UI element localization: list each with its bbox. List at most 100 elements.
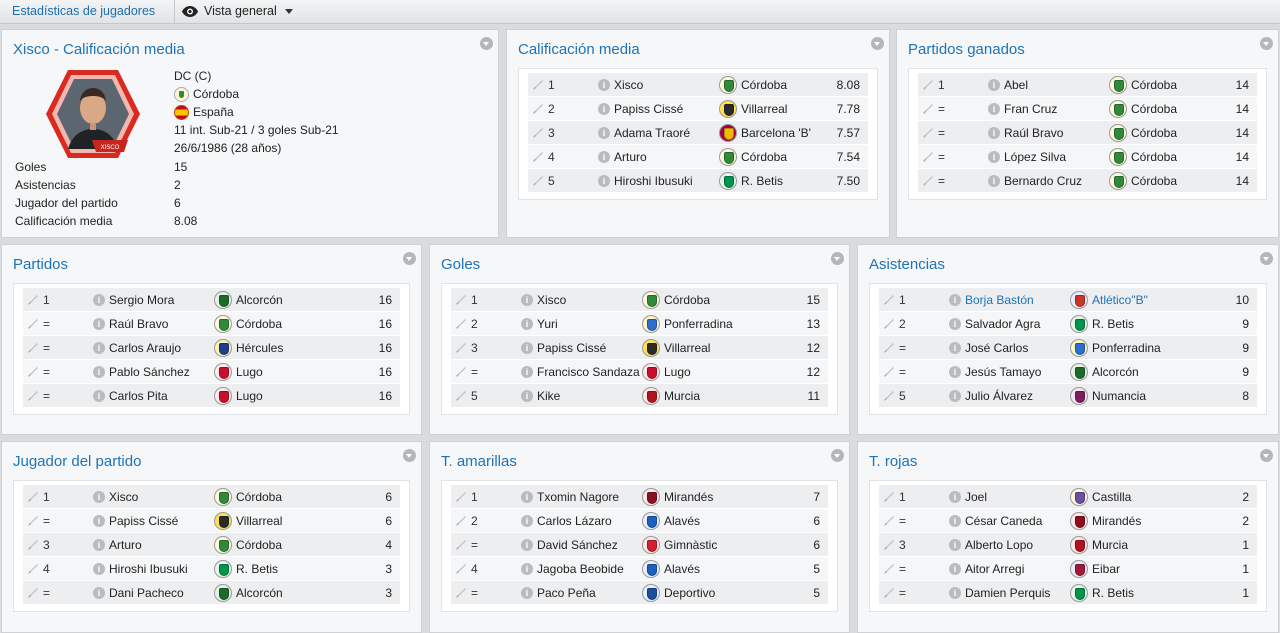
panel-menu-button[interactable] bbox=[403, 449, 416, 462]
ranking-row[interactable]: 4 i Jagoba Beobide Alavés 5 bbox=[451, 557, 828, 581]
player-name[interactable]: Xisco bbox=[537, 293, 567, 307]
compare-checkbox-icon[interactable] bbox=[455, 586, 467, 598]
compare-checkbox-icon[interactable] bbox=[455, 389, 467, 401]
club-name[interactable]: Numancia bbox=[1092, 389, 1147, 403]
compare-checkbox-icon[interactable] bbox=[455, 317, 467, 329]
club-name[interactable]: Murcia bbox=[1092, 538, 1129, 552]
club-name[interactable]: Alcorcón bbox=[1092, 365, 1139, 379]
player-name[interactable]: Bernardo Cruz bbox=[1004, 174, 1083, 188]
club-name[interactable]: Córdoba bbox=[236, 490, 283, 504]
player-name[interactable]: Paco Peña bbox=[537, 586, 596, 600]
compare-checkbox-icon[interactable] bbox=[532, 174, 544, 186]
club-name[interactable]: Alcorcón bbox=[236, 586, 283, 600]
ranking-row[interactable]: 2 i Salvador Agra R. Betis 9 bbox=[879, 312, 1257, 336]
player-name[interactable]: Kike bbox=[537, 389, 561, 403]
player-name[interactable]: Salvador Agra bbox=[965, 317, 1041, 331]
player-name[interactable]: Sergio Mora bbox=[109, 293, 175, 307]
info-icon[interactable]: i bbox=[521, 563, 533, 575]
player-name[interactable]: Joel bbox=[965, 490, 988, 504]
compare-checkbox-icon[interactable] bbox=[455, 341, 467, 353]
info-icon[interactable]: i bbox=[93, 563, 105, 575]
club-name[interactable]: R. Betis bbox=[1092, 586, 1135, 600]
compare-checkbox-icon[interactable] bbox=[532, 126, 544, 138]
compare-checkbox-icon[interactable] bbox=[455, 538, 467, 550]
ranking-row[interactable]: 1 i Txomin Nagore Mirandés 7 bbox=[451, 485, 828, 509]
compare-checkbox-icon[interactable] bbox=[27, 586, 39, 598]
player-club[interactable]: Córdoba bbox=[174, 85, 339, 103]
compare-checkbox-icon[interactable] bbox=[922, 150, 934, 162]
player-name[interactable]: Raúl Bravo bbox=[109, 317, 169, 331]
compare-checkbox-icon[interactable] bbox=[922, 102, 934, 114]
info-icon[interactable]: i bbox=[521, 318, 533, 330]
ranking-row[interactable]: 3 i Arturo Córdoba 4 bbox=[23, 533, 400, 557]
player-name[interactable]: Fran Cruz bbox=[1004, 102, 1058, 116]
compare-checkbox-icon[interactable] bbox=[27, 389, 39, 401]
compare-checkbox-icon[interactable] bbox=[27, 341, 39, 353]
player-name[interactable]: Yuri bbox=[537, 317, 558, 331]
info-icon[interactable]: i bbox=[93, 318, 105, 330]
info-icon[interactable]: i bbox=[93, 390, 105, 402]
info-icon[interactable]: i bbox=[93, 491, 105, 503]
view-selector[interactable]: Vista general bbox=[182, 4, 293, 18]
ranking-row[interactable]: 1 i Xisco Córdoba 15 bbox=[451, 288, 828, 312]
ranking-row[interactable]: = i Pablo Sánchez Lugo 16 bbox=[23, 360, 400, 384]
club-name[interactable]: Murcia bbox=[664, 389, 701, 403]
compare-checkbox-icon[interactable] bbox=[532, 150, 544, 162]
ranking-row[interactable]: 1 i Xisco Córdoba 6 bbox=[23, 485, 400, 509]
compare-checkbox-icon[interactable] bbox=[532, 78, 544, 90]
ranking-row[interactable]: 1 i Sergio Mora Alcorcón 16 bbox=[23, 288, 400, 312]
ranking-row[interactable]: = i Raúl Bravo Córdoba 16 bbox=[23, 312, 400, 336]
player-name[interactable]: Txomin Nagore bbox=[537, 490, 620, 504]
player-name[interactable]: Carlos Pita bbox=[109, 389, 168, 403]
club-name[interactable]: Córdoba bbox=[664, 293, 711, 307]
compare-checkbox-icon[interactable] bbox=[455, 514, 467, 526]
player-name[interactable]: Raúl Bravo bbox=[1004, 126, 1064, 140]
info-icon[interactable]: i bbox=[988, 79, 1000, 91]
club-name[interactable]: Córdoba bbox=[1131, 126, 1178, 140]
player-name[interactable]: Borja Bastón bbox=[965, 293, 1034, 307]
ranking-row[interactable]: = i Francisco Sandaza Lugo 12 bbox=[451, 360, 828, 384]
ranking-row[interactable]: = i Raúl Bravo Córdoba 14 bbox=[918, 121, 1257, 145]
info-icon[interactable]: i bbox=[521, 390, 533, 402]
ranking-row[interactable]: = i Bernardo Cruz Córdoba 14 bbox=[918, 169, 1257, 193]
compare-checkbox-icon[interactable] bbox=[883, 586, 895, 598]
club-name[interactable]: Alavés bbox=[664, 562, 701, 576]
player-name[interactable]: Papiss Cissé bbox=[537, 341, 607, 355]
player-name[interactable]: Arturo bbox=[109, 538, 142, 552]
compare-checkbox-icon[interactable] bbox=[922, 174, 934, 186]
ranking-row[interactable]: = i Papiss Cissé Villarreal 6 bbox=[23, 509, 400, 533]
player-name[interactable]: Alberto Lopo bbox=[965, 538, 1034, 552]
compare-checkbox-icon[interactable] bbox=[883, 317, 895, 329]
club-name[interactable]: Castilla bbox=[1092, 490, 1132, 504]
club-name[interactable]: R. Betis bbox=[741, 174, 784, 188]
info-icon[interactable]: i bbox=[949, 342, 961, 354]
player-name[interactable]: Jagoba Beobide bbox=[537, 562, 624, 576]
player-name[interactable]: Dani Pacheco bbox=[109, 586, 184, 600]
player-name[interactable]: Xisco bbox=[614, 78, 644, 92]
compare-checkbox-icon[interactable] bbox=[27, 562, 39, 574]
info-icon[interactable]: i bbox=[598, 79, 610, 91]
player-name[interactable]: Hiroshi Ibusuki bbox=[614, 174, 693, 188]
compare-checkbox-icon[interactable] bbox=[922, 78, 934, 90]
info-icon[interactable]: i bbox=[93, 342, 105, 354]
info-icon[interactable]: i bbox=[598, 103, 610, 115]
info-icon[interactable]: i bbox=[93, 294, 105, 306]
info-icon[interactable]: i bbox=[521, 342, 533, 354]
compare-checkbox-icon[interactable] bbox=[883, 341, 895, 353]
ranking-row[interactable]: = i José Carlos Ponferradina 9 bbox=[879, 336, 1257, 360]
ranking-row[interactable]: 4 i Hiroshi Ibusuki R. Betis 3 bbox=[23, 557, 400, 581]
info-icon[interactable]: i bbox=[949, 491, 961, 503]
ranking-row[interactable]: 2 i Carlos Lázaro Alavés 6 bbox=[451, 509, 828, 533]
ranking-row[interactable]: = i Aitor Arregi Eibar 1 bbox=[879, 557, 1257, 581]
info-icon[interactable]: i bbox=[949, 318, 961, 330]
player-name[interactable]: Julio Álvarez bbox=[965, 389, 1034, 403]
player-name[interactable]: Hiroshi Ibusuki bbox=[109, 562, 188, 576]
club-name[interactable]: Ponferradina bbox=[664, 317, 733, 331]
player-name[interactable]: Aitor Arregi bbox=[965, 562, 1025, 576]
player-name[interactable]: Francisco Sandaza bbox=[537, 365, 640, 379]
info-icon[interactable]: i bbox=[598, 127, 610, 139]
ranking-row[interactable]: 2 i Papiss Cissé Villarreal 7.78 bbox=[528, 97, 868, 121]
compare-checkbox-icon[interactable] bbox=[883, 365, 895, 377]
compare-checkbox-icon[interactable] bbox=[455, 490, 467, 502]
compare-checkbox-icon[interactable] bbox=[883, 293, 895, 305]
